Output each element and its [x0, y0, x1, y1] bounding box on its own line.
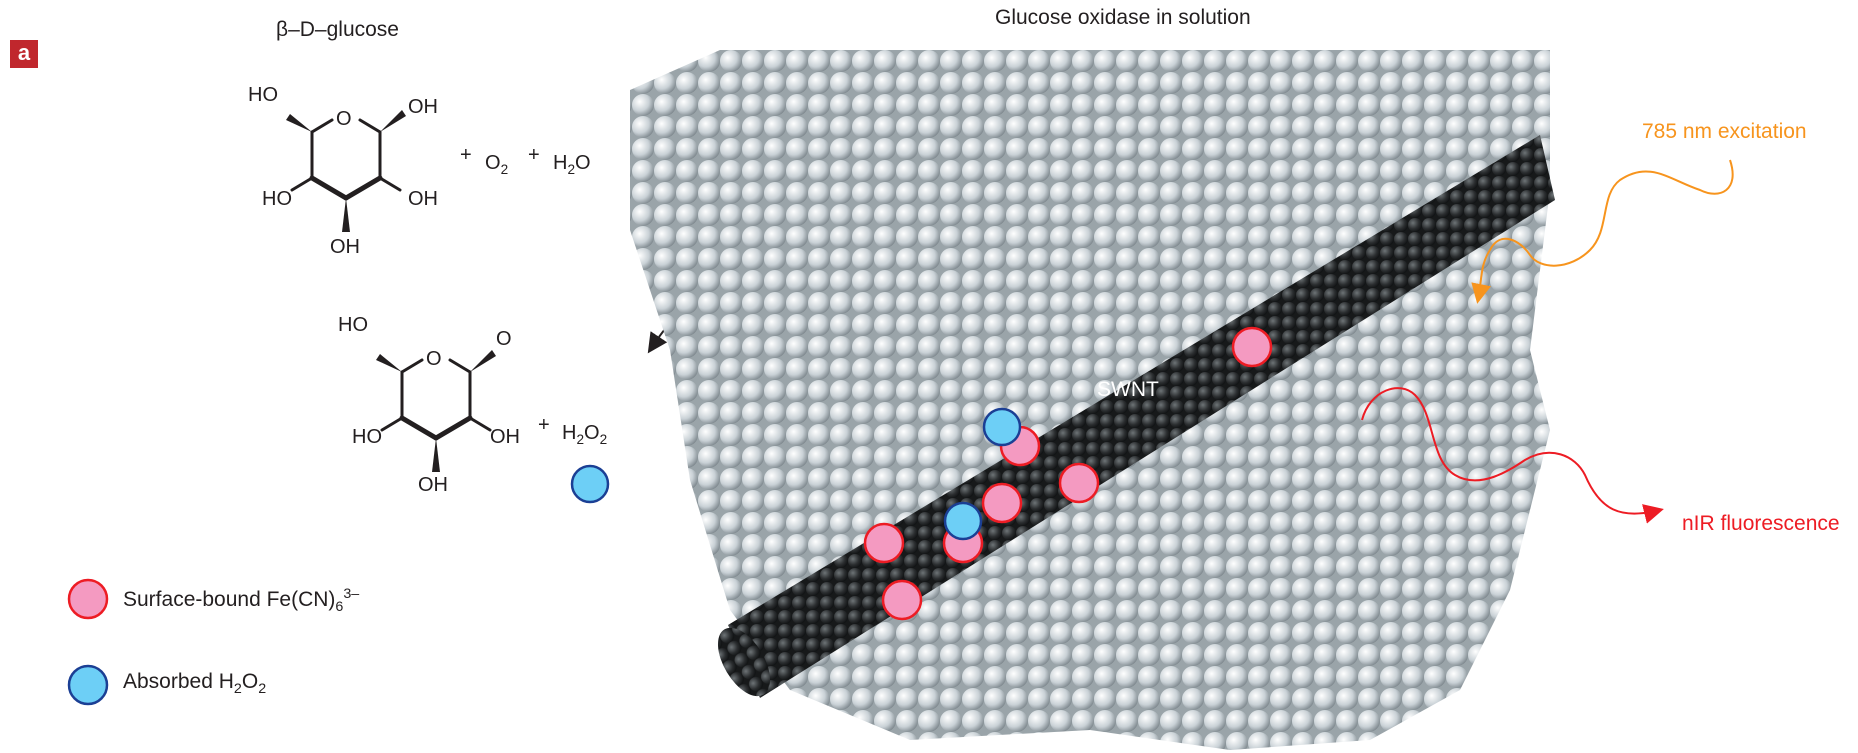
wedge-bond: [432, 438, 440, 472]
fe-cn-marker: [863, 522, 905, 564]
glc-oh-mid-right: OH: [408, 188, 438, 210]
lac-ring-o: O: [426, 348, 442, 370]
legend-h2o2-swatch: [67, 664, 109, 706]
fe-cn-marker: [1058, 462, 1100, 504]
ring-bond-bold: [399, 415, 439, 441]
glc-ho-top-left: HO: [248, 84, 278, 106]
fe-cn-marker: [881, 579, 923, 621]
fluorescence-label: nIR fluorescence: [1682, 512, 1840, 535]
bond: [378, 176, 402, 192]
glc-ring-o: O: [336, 108, 352, 130]
ring-bond: [310, 118, 334, 134]
excitation-arrow: [1471, 159, 1734, 304]
oxygen-label: O2: [485, 152, 509, 177]
lac-oh-mid-right: OH: [490, 426, 520, 448]
excitation-label: 785 nm excitation: [1642, 120, 1807, 143]
h2o2-absorbed-marker: [943, 501, 983, 541]
fe-cn-marker: [981, 482, 1023, 524]
wedge-bond: [380, 110, 406, 132]
ring-bond-bold: [433, 415, 473, 441]
glucose-title: β–D–glucose: [276, 18, 399, 41]
fluorescence-arrow: [1361, 387, 1664, 524]
ring-bond: [400, 358, 424, 374]
optical-arrows: [1361, 159, 1734, 524]
fe-cn-marker: [1231, 326, 1273, 368]
glucose-structure: [286, 110, 406, 232]
ring-bond: [358, 118, 382, 134]
h2o2-label: H2O2: [562, 422, 608, 447]
bond: [380, 416, 404, 432]
lac-ho-mid-left: HO: [352, 426, 382, 448]
ring-bond: [448, 358, 472, 374]
enzyme-tube-figure: [630, 50, 1555, 750]
bond: [290, 176, 314, 192]
panel-label: a: [10, 40, 38, 68]
legend-fe-cn-swatch: [67, 578, 109, 620]
ring-bond-bold: [343, 175, 383, 201]
nanotube-body: [728, 135, 1555, 698]
surface-markers: [863, 326, 1273, 621]
glc-oh-bottom: OH: [330, 236, 360, 258]
reaction-plus: +: [460, 144, 472, 166]
reaction-plus: +: [538, 414, 550, 436]
wedge-bond: [376, 354, 402, 372]
water-label: H2O: [553, 152, 591, 177]
nanotube-end: [717, 627, 771, 697]
glc-ho-mid-left: HO: [262, 188, 292, 210]
legend-h2o2-label: Absorbed H2O2: [123, 670, 267, 698]
lac-ho-top-left: HO: [338, 314, 368, 336]
wedge-bond: [470, 350, 496, 372]
lac-oh-bottom: OH: [418, 474, 448, 496]
wedge-bond: [342, 198, 350, 232]
bond: [468, 416, 492, 432]
enzyme-title: Glucose oxidase in solution: [995, 6, 1251, 29]
glc-oh-top-right: OH: [408, 96, 438, 118]
h2o2-absorbed-marker: [982, 407, 1022, 447]
swnt-label: SWNT: [1097, 378, 1159, 401]
ring-bond-bold: [309, 175, 349, 201]
reaction-plus: +: [528, 144, 540, 166]
gluconolactone-structure: [376, 350, 496, 472]
h2o2-marker: [570, 464, 610, 504]
lac-o-top-right: O: [496, 328, 512, 350]
wedge-bond: [286, 114, 312, 132]
legend-fe-cn-label: Surface-bound Fe(CN)63–: [123, 586, 360, 616]
